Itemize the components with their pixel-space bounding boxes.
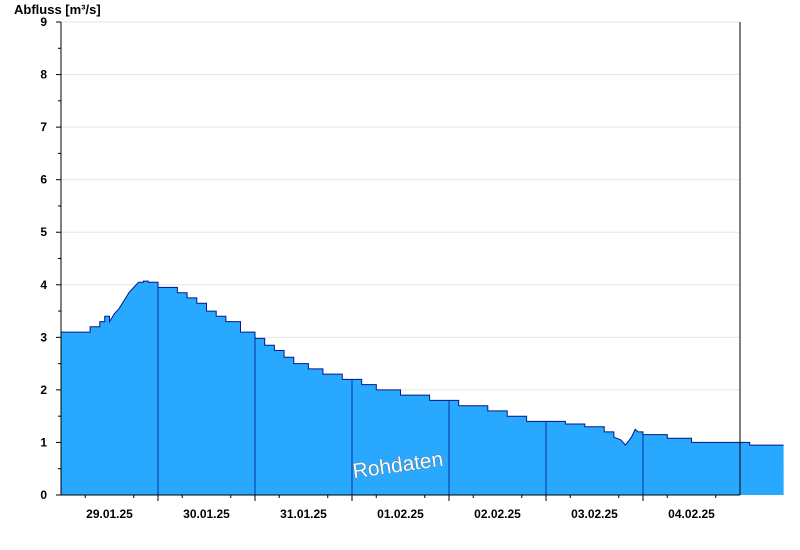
discharge-line [61,280,784,446]
x-tick-label: 03.02.25 [571,507,618,521]
x-tick-label: 01.02.25 [377,507,424,521]
y-tick-label: 1 [40,435,47,449]
x-tick-label: 31.01.25 [280,507,327,521]
day-separator-lines [157,282,644,495]
y-tick-label: 0 [40,488,47,502]
discharge-area [61,281,784,495]
y-tick-label: 6 [40,173,47,187]
x-tick-label: 30.01.25 [183,507,230,521]
x-tick-label: 02.02.25 [474,507,521,521]
x-tick-label: 29.01.25 [86,507,133,521]
y-tick-label: 3 [40,330,47,344]
y-tick-label: 9 [40,15,47,29]
y-tick-label: 2 [40,383,47,397]
y-tick-label: 4 [40,278,47,292]
y-axis-label: Abfluss [m³/s] [14,2,101,17]
x-axis-ticks: 29.01.25 30.01.25 31.01.25 01.02.25 02.02.25… [84,495,717,521]
y-tick-label: 7 [40,120,47,134]
x-tick-label: 04.02.25 [668,507,715,521]
y-tick-label: 5 [40,225,47,239]
y-tick-label: 8 [40,68,47,82]
y-axis-ticks: 0 1 2 3 4 5 6 7 8 9 [40,15,61,502]
